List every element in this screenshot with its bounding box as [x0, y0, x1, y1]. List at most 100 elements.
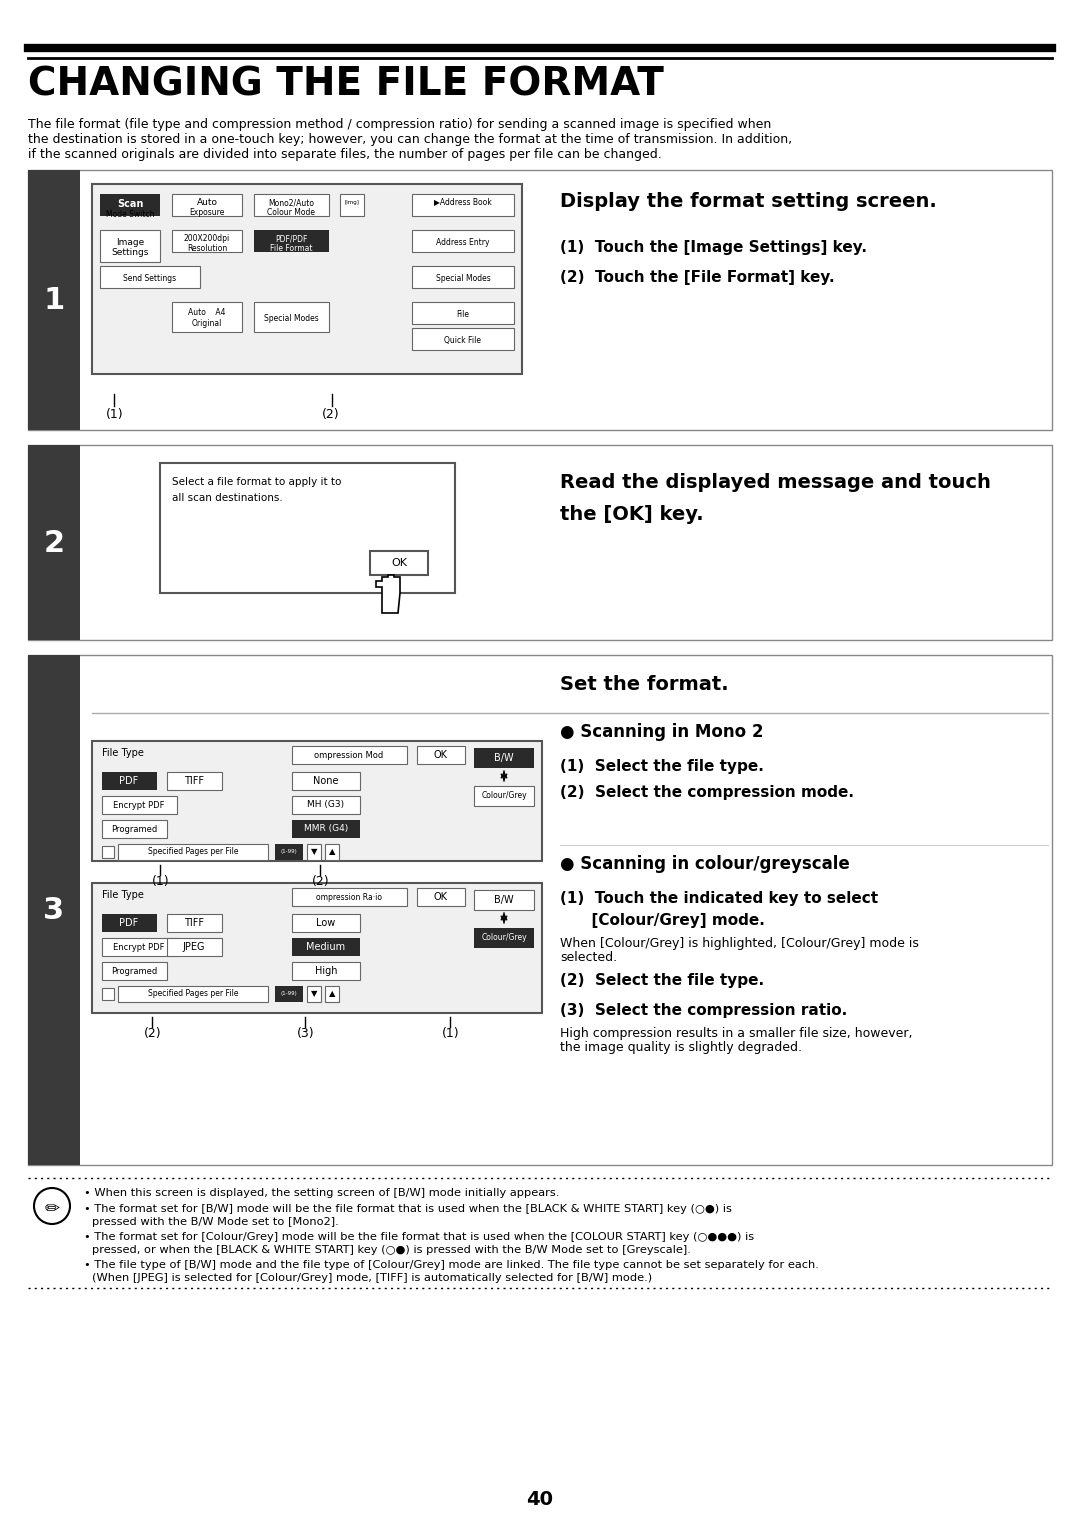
Text: (1-99): (1-99) — [281, 850, 297, 854]
Bar — [118, 843, 268, 860]
Bar — [292, 772, 360, 790]
Text: Set the format.: Set the format. — [561, 675, 729, 694]
Bar — [411, 329, 514, 350]
Bar — [307, 986, 321, 1002]
Bar — [102, 963, 167, 979]
Bar — [92, 183, 522, 374]
Text: OK: OK — [434, 750, 448, 759]
Text: ✏: ✏ — [44, 1199, 59, 1218]
Text: Select a file format to apply it to: Select a file format to apply it to — [172, 477, 341, 487]
Text: (1): (1) — [152, 876, 170, 888]
Text: (2)  Touch the [File Format] key.: (2) Touch the [File Format] key. — [561, 270, 835, 286]
Text: (1)  Touch the [Image Settings] key.: (1) Touch the [Image Settings] key. — [561, 240, 867, 255]
Bar — [167, 938, 222, 957]
Text: [Colour/Grey] mode.: [Colour/Grey] mode. — [561, 914, 765, 927]
Text: MH (G3): MH (G3) — [308, 801, 345, 810]
Text: When [Colour/Grey] is highlighted, [Colour/Grey] mode is: When [Colour/Grey] is highlighted, [Colo… — [561, 937, 919, 950]
Text: Encrypt PDF: Encrypt PDF — [113, 801, 165, 810]
Bar — [411, 231, 514, 252]
Text: Image: Image — [116, 238, 144, 248]
Bar — [102, 914, 157, 932]
Text: Address Entry: Address Entry — [436, 238, 489, 248]
Text: Quick File: Quick File — [445, 336, 482, 345]
Text: (2): (2) — [312, 876, 329, 888]
Text: selected.: selected. — [561, 950, 617, 964]
Text: (3): (3) — [297, 1027, 314, 1041]
Text: (1)  Select the file type.: (1) Select the file type. — [561, 759, 764, 775]
Bar — [28, 656, 80, 1164]
Text: Colour Mode: Colour Mode — [267, 208, 315, 217]
Bar — [28, 445, 80, 640]
Text: Special Modes: Special Modes — [264, 313, 319, 322]
Bar — [28, 170, 1052, 429]
Text: Read the displayed message and touch: Read the displayed message and touch — [561, 474, 990, 492]
Text: 3: 3 — [43, 895, 65, 924]
Text: Original: Original — [192, 319, 222, 329]
Text: ▶Address Book: ▶Address Book — [434, 197, 491, 206]
Text: (2): (2) — [322, 408, 339, 422]
Bar — [102, 938, 177, 957]
Text: Programed: Programed — [111, 825, 157, 833]
Text: OK: OK — [391, 558, 407, 568]
Bar — [474, 927, 534, 947]
Text: Auto: Auto — [197, 199, 217, 206]
Text: (1-99): (1-99) — [281, 992, 297, 996]
Text: (When [JPEG] is selected for [Colour/Grey] mode, [TIFF] is automatically selecte: (When [JPEG] is selected for [Colour/Gre… — [92, 1273, 652, 1284]
Bar — [411, 266, 514, 287]
Text: Exposure: Exposure — [189, 208, 225, 217]
Bar — [92, 883, 542, 1013]
Text: Colour/Grey: Colour/Grey — [482, 792, 527, 801]
Text: Encrypt PDF: Encrypt PDF — [113, 943, 165, 952]
Bar — [118, 986, 268, 1002]
Bar — [474, 749, 534, 769]
Text: the [OK] key.: the [OK] key. — [561, 504, 704, 524]
Text: (2): (2) — [144, 1027, 162, 1041]
Text: File: File — [457, 310, 470, 319]
Text: Low: Low — [316, 918, 336, 927]
Bar — [102, 772, 157, 790]
Bar — [28, 656, 1052, 1164]
Bar — [325, 986, 339, 1002]
Bar — [474, 785, 534, 805]
Bar — [292, 796, 360, 814]
Text: Auto    A4: Auto A4 — [188, 309, 226, 316]
Text: ▼: ▼ — [311, 848, 318, 857]
Text: Medium: Medium — [307, 941, 346, 952]
Bar — [28, 445, 1052, 640]
Text: ● Scanning in colour/greyscale: ● Scanning in colour/greyscale — [561, 856, 850, 872]
Bar — [100, 231, 160, 261]
Bar — [100, 266, 200, 287]
Text: TIFF: TIFF — [184, 918, 204, 927]
Text: ▲: ▲ — [328, 990, 335, 998]
Bar — [102, 847, 114, 859]
Polygon shape — [376, 575, 400, 613]
Bar — [102, 796, 177, 814]
Text: (2)  Select the file type.: (2) Select the file type. — [561, 973, 765, 989]
Text: MMR (G4): MMR (G4) — [303, 825, 348, 833]
Bar — [292, 914, 360, 932]
Text: if the scanned originals are divided into separate files, the number of pages pe: if the scanned originals are divided int… — [28, 148, 662, 160]
Text: Resolution: Resolution — [187, 244, 227, 254]
Text: ompression Ra·io: ompression Ra·io — [316, 892, 382, 902]
Bar — [92, 741, 542, 860]
Text: PDF: PDF — [120, 918, 138, 927]
Text: Specified Pages per File: Specified Pages per File — [148, 848, 239, 857]
Text: (3)  Select the compression ratio.: (3) Select the compression ratio. — [561, 1002, 847, 1018]
Text: 1: 1 — [43, 286, 65, 315]
Text: (1): (1) — [106, 408, 123, 422]
Text: Specified Pages per File: Specified Pages per File — [148, 990, 239, 998]
Bar — [102, 821, 167, 837]
Text: the destination is stored in a one-touch key; however, you can change the format: the destination is stored in a one-touch… — [28, 133, 792, 147]
Text: [img]: [img] — [345, 200, 360, 205]
Text: Mono2/Auto: Mono2/Auto — [268, 199, 314, 206]
Text: Programed: Programed — [111, 967, 157, 975]
Bar — [292, 746, 407, 764]
Text: B/W: B/W — [495, 895, 514, 905]
Bar — [370, 552, 428, 575]
Bar — [474, 889, 534, 911]
Text: PDF/PDF: PDF/PDF — [274, 234, 307, 243]
Text: 2: 2 — [43, 529, 65, 558]
Bar — [292, 821, 360, 837]
Bar — [100, 194, 160, 215]
Text: OK: OK — [434, 892, 448, 902]
